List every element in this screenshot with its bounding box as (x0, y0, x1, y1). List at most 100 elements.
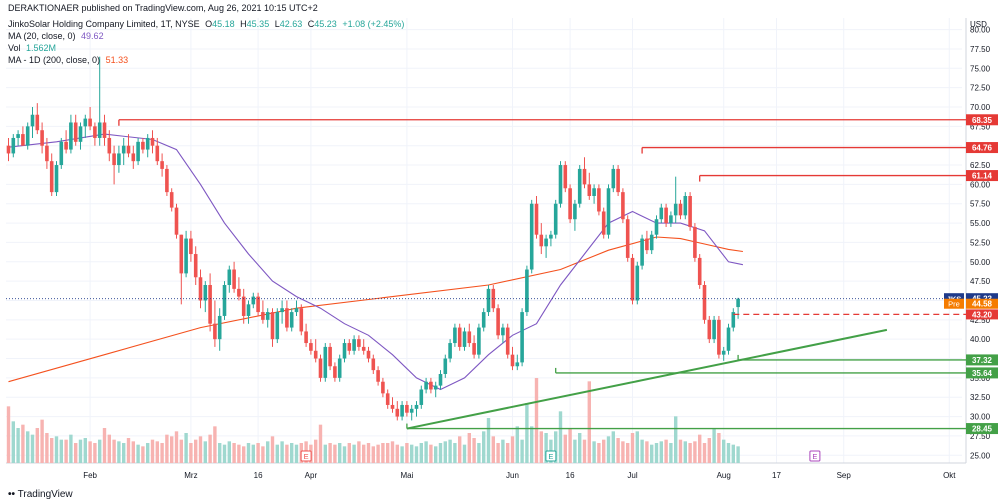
ma200-label: MA - 1D (200, close, 0) (8, 55, 101, 65)
y-tick-label: 47.50 (970, 277, 991, 286)
candle-body (621, 192, 625, 220)
candle-body (93, 126, 97, 138)
volume-bar (266, 441, 270, 463)
level-price-tag (966, 114, 998, 126)
candle-body (141, 141, 145, 150)
legend-ma20-line: MA (20, close, 0) 49.62 (8, 31, 104, 41)
volume-bar (726, 443, 731, 463)
volume-bar (107, 434, 111, 463)
volume-bar (395, 444, 399, 463)
level-price-label: 64.76 (972, 144, 993, 153)
pre-price-label: 44.58 (972, 300, 993, 309)
candle-body (664, 207, 668, 224)
volume-bar (722, 439, 726, 463)
volume-bar (448, 439, 452, 463)
candle-body (419, 389, 424, 405)
volume-bar (424, 441, 428, 463)
candle-body (505, 327, 510, 355)
volume-bar (122, 443, 126, 463)
volume-bar (654, 443, 659, 463)
ohlc-open-label: O (205, 19, 213, 29)
candle-body (616, 168, 620, 193)
candle-body (217, 315, 222, 340)
y-tick-label: 75.00 (970, 64, 991, 73)
candle-body (477, 327, 481, 355)
candle-body (553, 203, 558, 235)
volume-bar (160, 443, 164, 463)
volume-bar (587, 381, 591, 463)
volume-bar (558, 411, 563, 463)
volume-bar (597, 443, 601, 463)
volume-bar (515, 426, 519, 463)
volume-bar (50, 438, 54, 463)
ohlc-low: 42.63 (279, 19, 303, 29)
candle-body (597, 188, 601, 212)
candle-body (208, 285, 212, 324)
volume-bar (74, 443, 78, 463)
earnings-icon[interactable] (809, 450, 821, 462)
level-price-label: 35.64 (972, 369, 993, 378)
volume-bar (462, 444, 467, 463)
volume-bar (11, 421, 15, 463)
candle-body (496, 308, 500, 336)
ohlc-high: 45.35 (246, 19, 270, 29)
candle-body (59, 141, 64, 166)
legend-ma200-line: MA - 1D (200, close, 0) 51.33 (8, 55, 128, 65)
dashed-level-label: 43.20 (972, 310, 993, 319)
candle-body (83, 118, 88, 127)
level-price-tag (966, 170, 998, 182)
volume-bar (390, 441, 395, 463)
volume-bar (674, 416, 678, 463)
symbol-tag (944, 293, 964, 305)
y-tick-label: 55.00 (970, 219, 991, 228)
level-price-tag (966, 367, 998, 379)
volume-bar (198, 436, 203, 463)
volume-bar (582, 439, 587, 463)
volume-bar (126, 438, 131, 463)
current-price-tag (966, 293, 998, 305)
volume-bar (146, 443, 150, 463)
candle-body (232, 269, 236, 289)
candle-body (433, 385, 438, 390)
volume-bar (59, 439, 63, 463)
volume-bar (347, 443, 351, 463)
volume-bar (93, 443, 97, 463)
volume-bar (688, 443, 692, 463)
volume-bar (251, 444, 255, 463)
volume-bar (88, 441, 92, 463)
volume-bar (174, 431, 179, 463)
candle-body (64, 141, 68, 150)
volume-bar (237, 444, 241, 463)
earnings-icon[interactable] (300, 450, 312, 462)
volume-bar (616, 438, 620, 463)
candle-body (16, 134, 20, 138)
volume-bar (366, 443, 371, 463)
candle-body (25, 126, 30, 146)
candle-body (49, 161, 54, 193)
volume-bar (712, 428, 716, 463)
volume-bar (352, 444, 356, 463)
candle-body (721, 350, 726, 355)
candle-body (736, 298, 740, 308)
volume-bar (496, 443, 500, 463)
volume-bar (150, 439, 155, 463)
candle-body (539, 234, 544, 247)
candle-body (150, 137, 155, 146)
volume-bar (16, 428, 20, 463)
volume-bar (731, 444, 735, 463)
candle-body (275, 312, 280, 340)
ma20-label: MA (20, close, 0) (8, 31, 76, 41)
x-tick-label: 16 (566, 471, 575, 480)
candle-body (366, 350, 371, 359)
tradingview-logo[interactable]: •• TradingView (8, 489, 73, 500)
x-tick-label: Apr (305, 471, 318, 480)
candle-body (448, 343, 452, 359)
volume-bar (208, 434, 212, 463)
volume-bar (650, 444, 654, 463)
volume-bar (155, 441, 159, 463)
trend-line (406, 328, 888, 430)
volume-bar (736, 446, 740, 463)
earnings-icon[interactable] (545, 450, 557, 462)
candle-body (702, 285, 707, 320)
